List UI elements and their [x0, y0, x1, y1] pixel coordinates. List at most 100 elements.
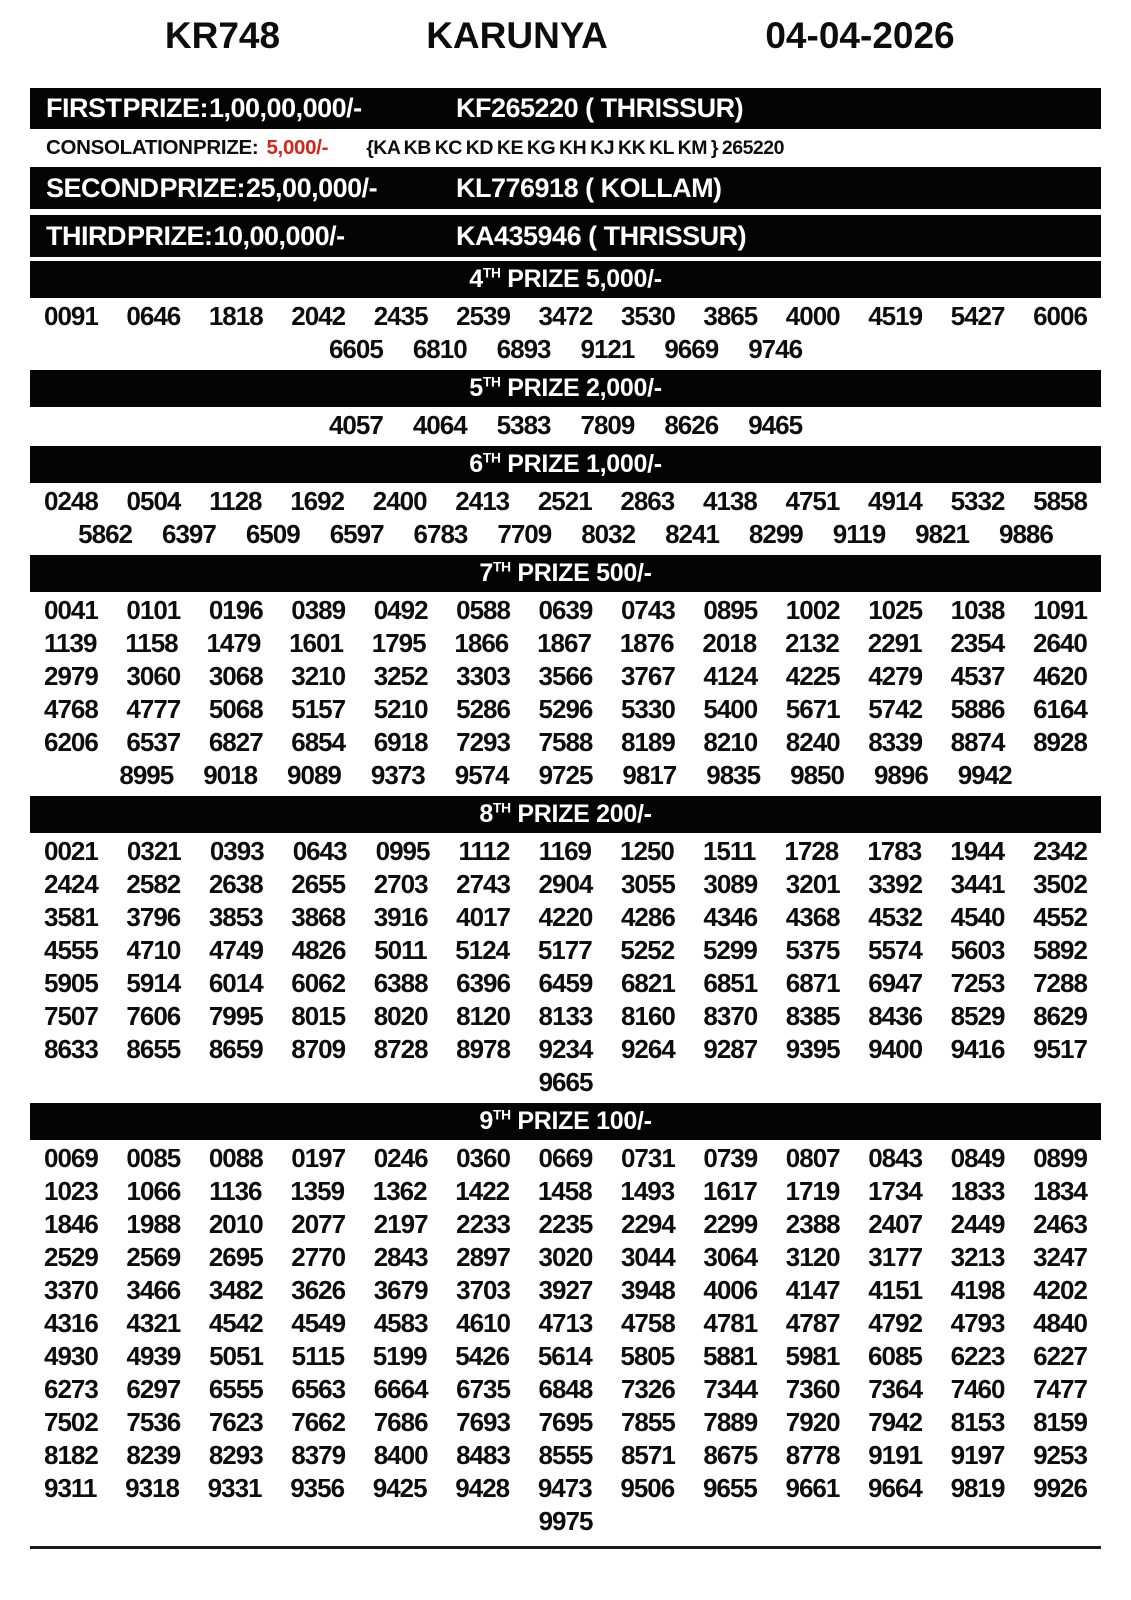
prize-number: 3530 [620, 301, 676, 331]
prize-number: 4000 [785, 301, 841, 331]
prize-number: 4552 [1033, 902, 1088, 932]
prize-number: 7809 [580, 410, 636, 440]
prize-number: 2233 [456, 1209, 511, 1239]
number-row: 8633 8655 8659 8709 8728 8978 9234 9264 9287 9395… [30, 1033, 1101, 1066]
prize-number: 9121 [580, 334, 636, 364]
prize-number: 6164 [1033, 694, 1088, 724]
prize-number: 3210 [291, 661, 346, 691]
prize-number: 2655 [291, 869, 346, 899]
page-header: KR748 KARUNYA 04-04-2026 [30, 14, 1101, 58]
prize-number: 9926 [1033, 1473, 1088, 1503]
prize-number: 5427 [950, 301, 1006, 331]
prize-number: 4758 [620, 1308, 676, 1338]
prize-number: 8633 [44, 1034, 99, 1064]
prize-number: 5886 [950, 694, 1006, 724]
prize-number: 1818 [208, 301, 264, 331]
prize-number: 3068 [208, 661, 264, 691]
prize-number: 4749 [209, 935, 264, 965]
number-row: 4930 4939 5051 5115 5199 5426 5614 5805 5881 5981… [30, 1340, 1101, 1373]
number-row: 6206 6537 6827 6854 6918 7293 7588 8189 8210 8240… [30, 726, 1101, 759]
prize-number: 8120 [456, 1001, 511, 1031]
prize-number: 7606 [126, 1001, 181, 1031]
prize-number: 0739 [703, 1143, 758, 1173]
prize-number: 9318 [125, 1473, 180, 1503]
prize-number: 6810 [412, 334, 468, 364]
prize-number: 4316 [44, 1308, 99, 1338]
prize-number: 2354 [950, 628, 1005, 658]
prize-section-header: 5TH PRIZE 2,000/- [30, 370, 1101, 407]
prize-number: 3120 [785, 1242, 841, 1272]
prize-number: 2291 [867, 628, 923, 658]
prize-number: 9197 [950, 1440, 1006, 1470]
prize-number: 1038 [950, 595, 1006, 625]
number-row: 1023 1066 1136 1359 1362 1422 1458 1493 1617 1719… [30, 1175, 1101, 1208]
prize-number: 9234 [538, 1034, 594, 1064]
prize-number: 2582 [126, 869, 181, 899]
prize-number: 6006 [1033, 301, 1088, 331]
prize-number: 6827 [208, 727, 264, 757]
prize-number: 7623 [208, 1407, 264, 1437]
prize-number: 9356 [290, 1473, 345, 1503]
prize-number: 1479 [206, 628, 261, 658]
prize-number: 6537 [126, 727, 181, 757]
prize-number: 9975 [538, 1506, 594, 1536]
prize-number: 5858 [1033, 486, 1088, 516]
prize-number: 4713 [538, 1308, 594, 1338]
prize-number: 8436 [868, 1001, 923, 1031]
prize-number: 0743 [620, 595, 676, 625]
prize-number: 0091 [44, 301, 99, 331]
prize-number: 9942 [957, 760, 1013, 790]
prize-number: 9428 [455, 1473, 510, 1503]
prize-number: 5671 [785, 694, 841, 724]
prize-number: 9506 [620, 1473, 675, 1503]
prize-number: 0246 [373, 1143, 429, 1173]
prize-number: 9425 [372, 1473, 428, 1503]
prize-number: 8189 [620, 727, 676, 757]
prize-number: 7693 [456, 1407, 511, 1437]
prize-number: 6735 [456, 1374, 511, 1404]
prize-number: 5574 [868, 935, 923, 965]
prize-number: 0504 [126, 486, 182, 516]
prize-number: 6459 [538, 968, 594, 998]
section-title: 7TH PRIZE 500/- [479, 559, 652, 587]
prize-section-6th: 6TH PRIZE 1,000/- 0248 0504 1128 1692 2400 241… [30, 446, 1101, 551]
prize-number: 4286 [620, 902, 676, 932]
prize-number: 3064 [703, 1242, 758, 1272]
prize-number: 3370 [44, 1275, 99, 1305]
prize-section-header: 8TH PRIZE 200/- [30, 796, 1101, 833]
prize-number: 7920 [785, 1407, 841, 1437]
number-row: 9975 [30, 1505, 1101, 1538]
prize-number: 6851 [703, 968, 758, 998]
prize-number: 4751 [785, 486, 840, 516]
number-row: 8182 8239 8293 8379 8400 8483 8555 8571 8675 8778… [30, 1439, 1101, 1472]
section-title: 9TH PRIZE 100/- [479, 1107, 652, 1135]
prize-number: 2435 [373, 301, 429, 331]
prize-number: 8133 [538, 1001, 594, 1031]
prize-number: 1795 [371, 628, 427, 658]
prize-number: 4620 [1033, 661, 1088, 691]
prize-number: 2463 [1033, 1209, 1088, 1239]
prize-number: 3703 [456, 1275, 511, 1305]
prize-number: 3201 [785, 869, 841, 899]
number-row: 7502 7536 7623 7662 7686 7693 7695 7855 7889 7920… [30, 1406, 1101, 1439]
prize-number: 8159 [1033, 1407, 1088, 1437]
prize-number: 8629 [1033, 1001, 1088, 1031]
prize-number: 5051 [209, 1341, 264, 1371]
prize-number: 6062 [291, 968, 346, 998]
prize-number: 5426 [455, 1341, 510, 1371]
prize-number: 3177 [868, 1242, 923, 1272]
prize-number: 1136 [209, 1176, 262, 1206]
prize-number: 8675 [703, 1440, 758, 1470]
consolation-prize-row: CONSOLATION PRIZE: 5,000/- {KA KB KC KD … [30, 133, 1101, 163]
prize-number: 3020 [538, 1242, 594, 1272]
prize-number: 3865 [703, 301, 758, 331]
prize-number: 1601 [289, 628, 344, 658]
prize-number: 3213 [950, 1242, 1006, 1272]
prize-number: 2863 [620, 486, 675, 516]
prize-number: 8928 [1033, 727, 1088, 757]
prize-number: 2770 [291, 1242, 346, 1272]
prize-number: 8182 [44, 1440, 99, 1470]
prize-number: 1846 [44, 1209, 99, 1239]
number-row: 0248 0504 1128 1692 2400 2413 2521 2863 4138 4751… [30, 485, 1101, 518]
number-row: 6273 6297 6555 6563 6664 6735 6848 7326 7344 7360… [30, 1373, 1101, 1406]
